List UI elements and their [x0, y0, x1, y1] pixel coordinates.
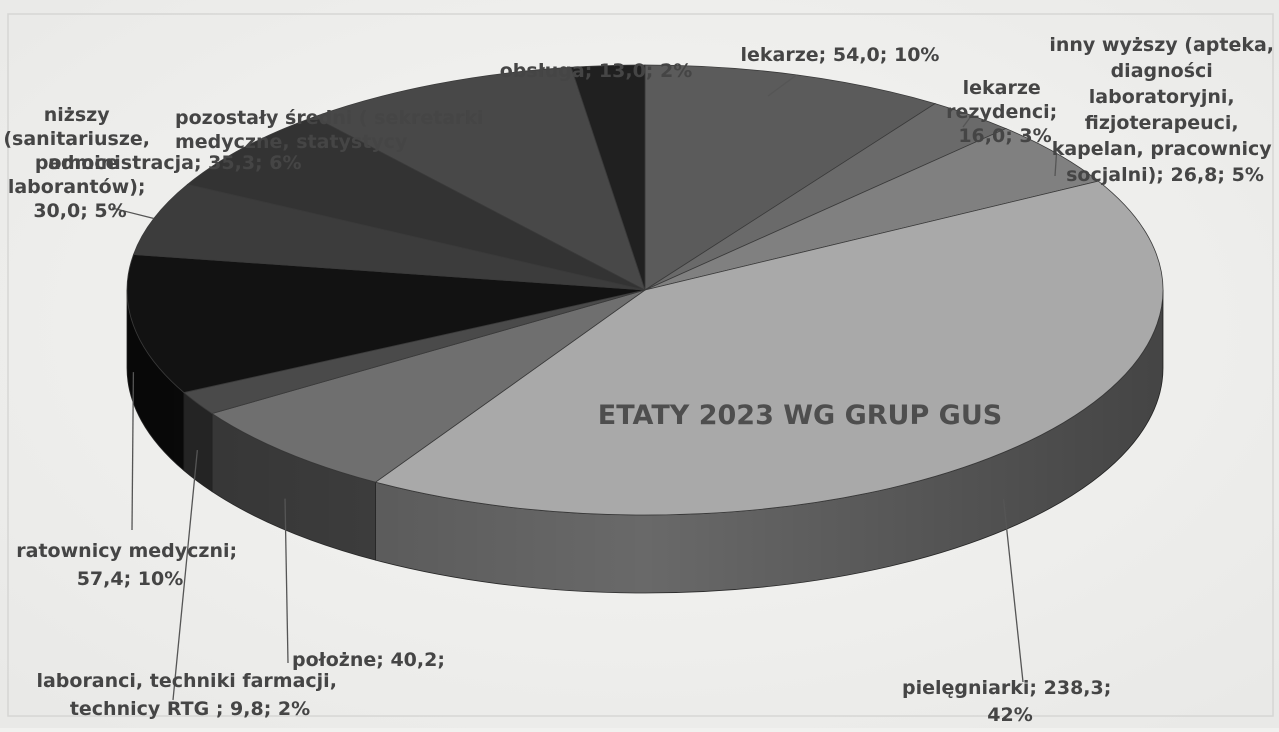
leader-line-po-oz-ne — [284, 498, 289, 664]
svg-text:niższy (sanitariusze,: niższy (sanitariusze, pomoce laborantów)… — [3, 104, 156, 222]
data-label-ratownicy-line: 57,4; 10% — [77, 568, 184, 590]
pie-slice-administracja — [186, 116, 646, 291]
pie-slice-piele-gniarki — [374, 180, 1164, 516]
data-label-nizszy-line: 30,0; 5% — [33, 200, 126, 222]
pie-slice-ratownicy-medyczni — [126, 254, 646, 394]
data-label-laboranci-line: technicy RTG ; 9,8; 2% — [70, 698, 310, 720]
data-label-polozne: położne; 40,2; — [292, 649, 445, 671]
data-label-obsluga-line: obsługa; 13,0; 2% — [500, 60, 693, 82]
svg-text:pielęgniarki; 238,3; 42: pielęgniarki; 238,3; 42% — [902, 677, 1118, 726]
data-label-pozostaly-line: medyczne, statystycy — [175, 131, 408, 153]
svg-text:obsługa; 13,0; 2%: obsługa; 13,0; 2% — [500, 60, 693, 82]
leader-line-lekarze — [767, 74, 798, 97]
data-label-inny-line: inny wyższy (apteka, — [1049, 34, 1274, 56]
svg-text:administracja; 35,3; 6%: administracja; 35,3; 6% — [48, 152, 302, 174]
leader-line-ratownicy-medyczni — [131, 372, 135, 531]
data-label-pielegniarki: pielęgniarki; 238,3; 42% — [902, 677, 1118, 726]
data-label-inny-line: diagności — [1111, 60, 1213, 82]
pie-tops — [126, 64, 1164, 516]
svg-text:inny wyższy (apteka, dia: inny wyższy (apteka, diagności laborator… — [1049, 34, 1279, 186]
svg-text:lekarze rezydenci;: lekarze rezydenci; 16,0; 3% — [946, 77, 1064, 147]
data-label-pielegniarki-line: pielęgniarki; 238,3; — [902, 677, 1111, 699]
data-label-inny-line: socjalni); 26,8; 5% — [1066, 164, 1264, 186]
data-label-administracja-line: administracja; 35,3; 6% — [48, 152, 302, 174]
svg-text:pozostały średni ( sekretarki: pozostały średni ( sekretarki medyczne, … — [175, 107, 490, 153]
data-label-nizszy-line: laborantów); — [8, 176, 146, 198]
data-label-pielegniarki-line: 42% — [987, 704, 1032, 726]
data-label-lekarze-line: lekarze; 54,0; 10% — [741, 44, 940, 66]
svg-text:laboranci, techniki farmacji,: laboranci, techniki farmacji, technicy R… — [36, 670, 343, 720]
data-label-pozostaly-sredni: pozostały średni ( sekretarki medyczne, … — [175, 107, 490, 153]
chart-title: ETATY 2023 WG GRUP GUS — [598, 400, 1002, 431]
leader-line-inny-wyz-szy-apteka-diagnos-ci-laborator — [1054, 153, 1058, 177]
data-label-administracja: administracja; 35,3; 6% — [48, 152, 302, 174]
data-label-nizszy: niższy (sanitariusze, pomoce laborantów)… — [3, 104, 156, 222]
data-label-inny-wyzszy: inny wyższy (apteka, diagności laborator… — [1049, 34, 1279, 186]
data-label-inny-line: laboratoryjni, — [1089, 86, 1235, 108]
data-label-obsluga: obsługa; 13,0; 2% — [500, 60, 693, 82]
data-label-inny-line: fizjoterapeuci, — [1085, 112, 1239, 134]
data-label-ratownicy-line: ratownicy medyczni; — [16, 540, 237, 562]
svg-text:ratownicy medyczni; 57,4: ratownicy medyczni; 57,4; 10% — [16, 540, 243, 590]
data-label-nizszy-line: (sanitariusze, — [3, 128, 150, 150]
svg-text:położne; 40,2;: położne; 40,2; — [292, 649, 445, 671]
data-label-laboranci-line: laboranci, techniki farmacji, — [36, 670, 336, 692]
data-label-rezydenci-line: 16,0; 3% — [958, 125, 1051, 147]
leader-lines — [111, 74, 1058, 701]
data-label-lekarze-rezydenci: lekarze rezydenci; 16,0; 3% — [946, 77, 1064, 147]
leader-line-lekarze-rezydenci — [962, 115, 973, 128]
pie-slice-pozosta-y-s-redni-sekretarki-medyczne-st — [312, 66, 646, 291]
svg-text:lekarze; 54,0; 10%: lekarze; 54,0; 10% — [741, 44, 940, 66]
data-label-lekarze: lekarze; 54,0; 10% — [741, 44, 940, 66]
data-label-rezydenci-line: lekarze — [963, 77, 1041, 99]
data-label-polozne-line: położne; 40,2; — [292, 649, 445, 671]
data-label-rezydenci-line: rezydenci; — [946, 101, 1057, 123]
data-label-nizszy-line: niższy — [44, 104, 110, 126]
data-label-nizszy-line: pomoce — [35, 152, 119, 174]
data-label-inny-line: kapelan, pracownicy — [1052, 138, 1273, 160]
data-label-pozostaly-line: pozostały średni ( sekretarki — [175, 107, 484, 129]
leader-line-niz-szy-sanitariusze-pomoce-laboranto-w — [111, 207, 155, 220]
pie-slice-obs-uga — [570, 64, 646, 291]
leader-line-piele-gniarki — [1002, 499, 1024, 683]
chart-frame — [7, 13, 1274, 717]
data-label-laboranci: laboranci, techniki farmacji, technicy R… — [36, 670, 343, 720]
data-label-ratownicy: ratownicy medyczni; 57,4; 10% — [16, 540, 243, 590]
leader-line-laboranci-techniki-farmacji-technicy-rtg — [172, 449, 198, 701]
pie-slice-po-oz-ne — [211, 289, 646, 483]
pie-side-shading — [127, 290, 1163, 593]
